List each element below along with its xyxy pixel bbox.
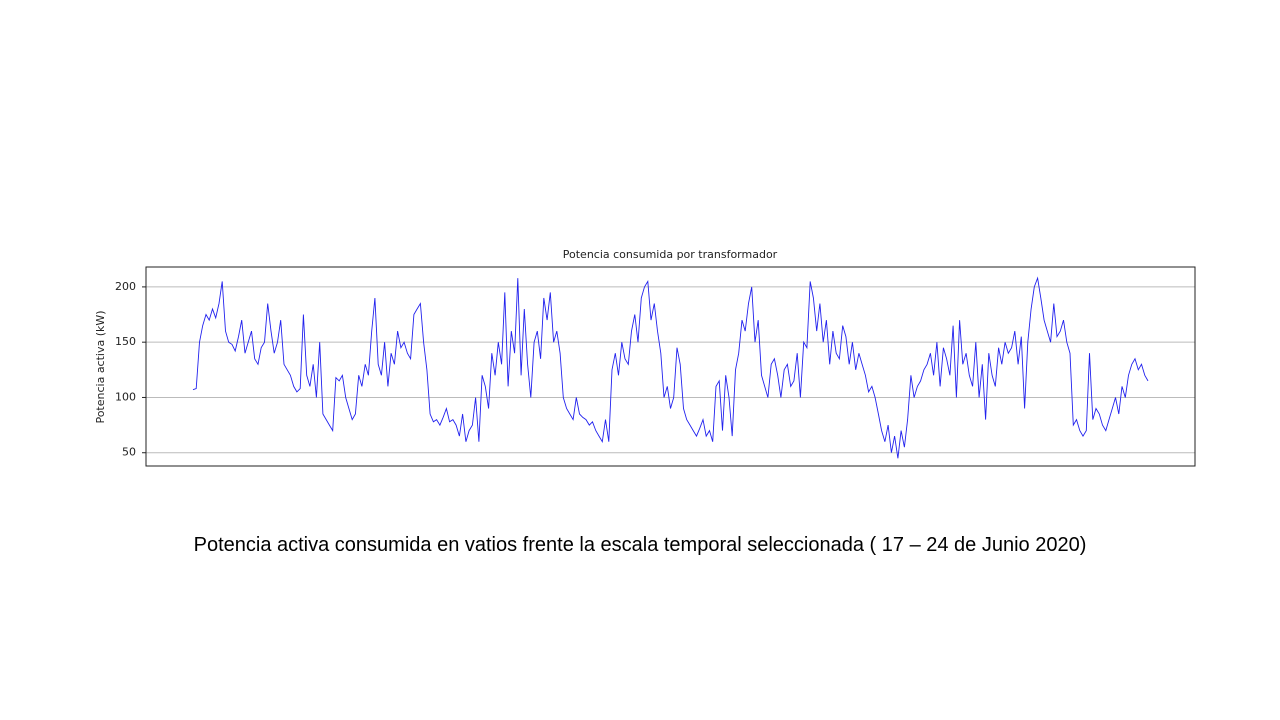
plot-frame <box>145 266 1196 467</box>
y-tick-label: 50 <box>122 446 136 459</box>
y-axis-label: Potencia activa (kW) <box>94 310 107 423</box>
y-tick-label: 100 <box>115 390 136 403</box>
caption: Potencia activa consumida en vatios fren… <box>193 534 1087 556</box>
y-tick-label: 200 <box>115 280 136 293</box>
data-line <box>192 276 1149 459</box>
y-tick-label: 150 <box>115 335 136 348</box>
chart-title: Potencia consumida por transformador <box>563 248 778 261</box>
